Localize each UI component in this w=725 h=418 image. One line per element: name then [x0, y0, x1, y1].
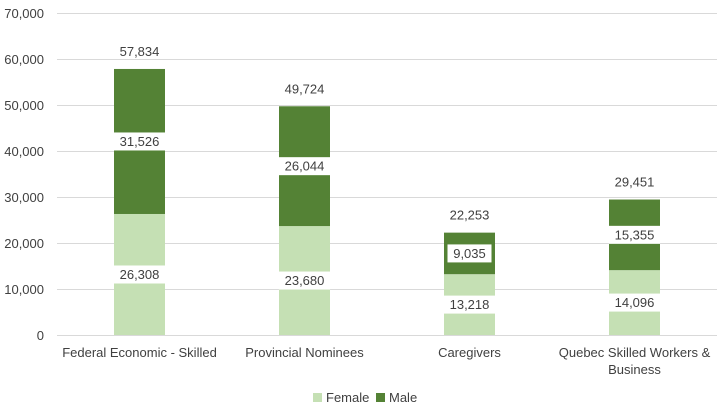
y-tick-label: 0	[37, 328, 44, 343]
y-tick-label: 50,000	[4, 98, 44, 113]
data-label-box	[278, 157, 331, 176]
data-label: 14,096	[615, 295, 655, 310]
legend-label-female: Female	[326, 390, 369, 405]
y-tick-label: 60,000	[4, 52, 44, 67]
data-label-box	[608, 225, 661, 244]
data-label: 26,044	[285, 159, 325, 174]
data-label: 9,035	[453, 246, 486, 261]
data-label: 31,526	[120, 134, 160, 149]
x-category-label: Quebec Skilled Workers & Business	[559, 345, 711, 377]
total-label: 29,451	[615, 175, 655, 190]
total-label: 49,724	[285, 81, 325, 96]
data-label: 15,355	[615, 227, 655, 242]
bars	[114, 68, 660, 335]
data-label-box	[113, 265, 166, 284]
legend-label-male: Male	[389, 390, 417, 405]
y-axis-tick-labels: 0 10,000 20,000 30,000 40,000 50,000 60,000 70,…	[4, 6, 44, 343]
y-tick-label: 40,000	[4, 144, 44, 159]
data-label: 13,218	[450, 297, 490, 312]
data-labels: 26,308 31,526 57,834 23,680 26,044 49,724 13,2…	[113, 44, 661, 314]
x-category-label: Federal Economic - Skilled	[62, 345, 217, 360]
data-label-box	[447, 244, 492, 263]
y-tick-label: 20,000	[4, 236, 44, 251]
data-label-box	[608, 293, 661, 312]
data-label: 26,308	[120, 267, 160, 282]
legend-swatch-male	[376, 393, 385, 402]
y-tick-label: 30,000	[4, 190, 44, 205]
data-label-box	[443, 295, 496, 314]
data-label-box	[113, 132, 166, 151]
y-tick-label: 70,000	[4, 6, 44, 21]
total-label: 57,834	[120, 44, 160, 59]
x-category-label: Provincial Nominees	[245, 345, 364, 360]
legend: Female Male	[313, 390, 417, 405]
y-tick-label: 10,000	[4, 282, 44, 297]
total-label: 22,253	[450, 208, 490, 223]
gridlines	[57, 13, 717, 336]
data-label: 23,680	[285, 273, 325, 288]
x-axis-tick-labels: Federal Economic - Skilled Provincial Nom…	[62, 345, 710, 377]
legend-swatch-female	[313, 393, 322, 402]
data-label-box	[278, 271, 331, 290]
x-category-label: Caregivers	[438, 345, 501, 360]
